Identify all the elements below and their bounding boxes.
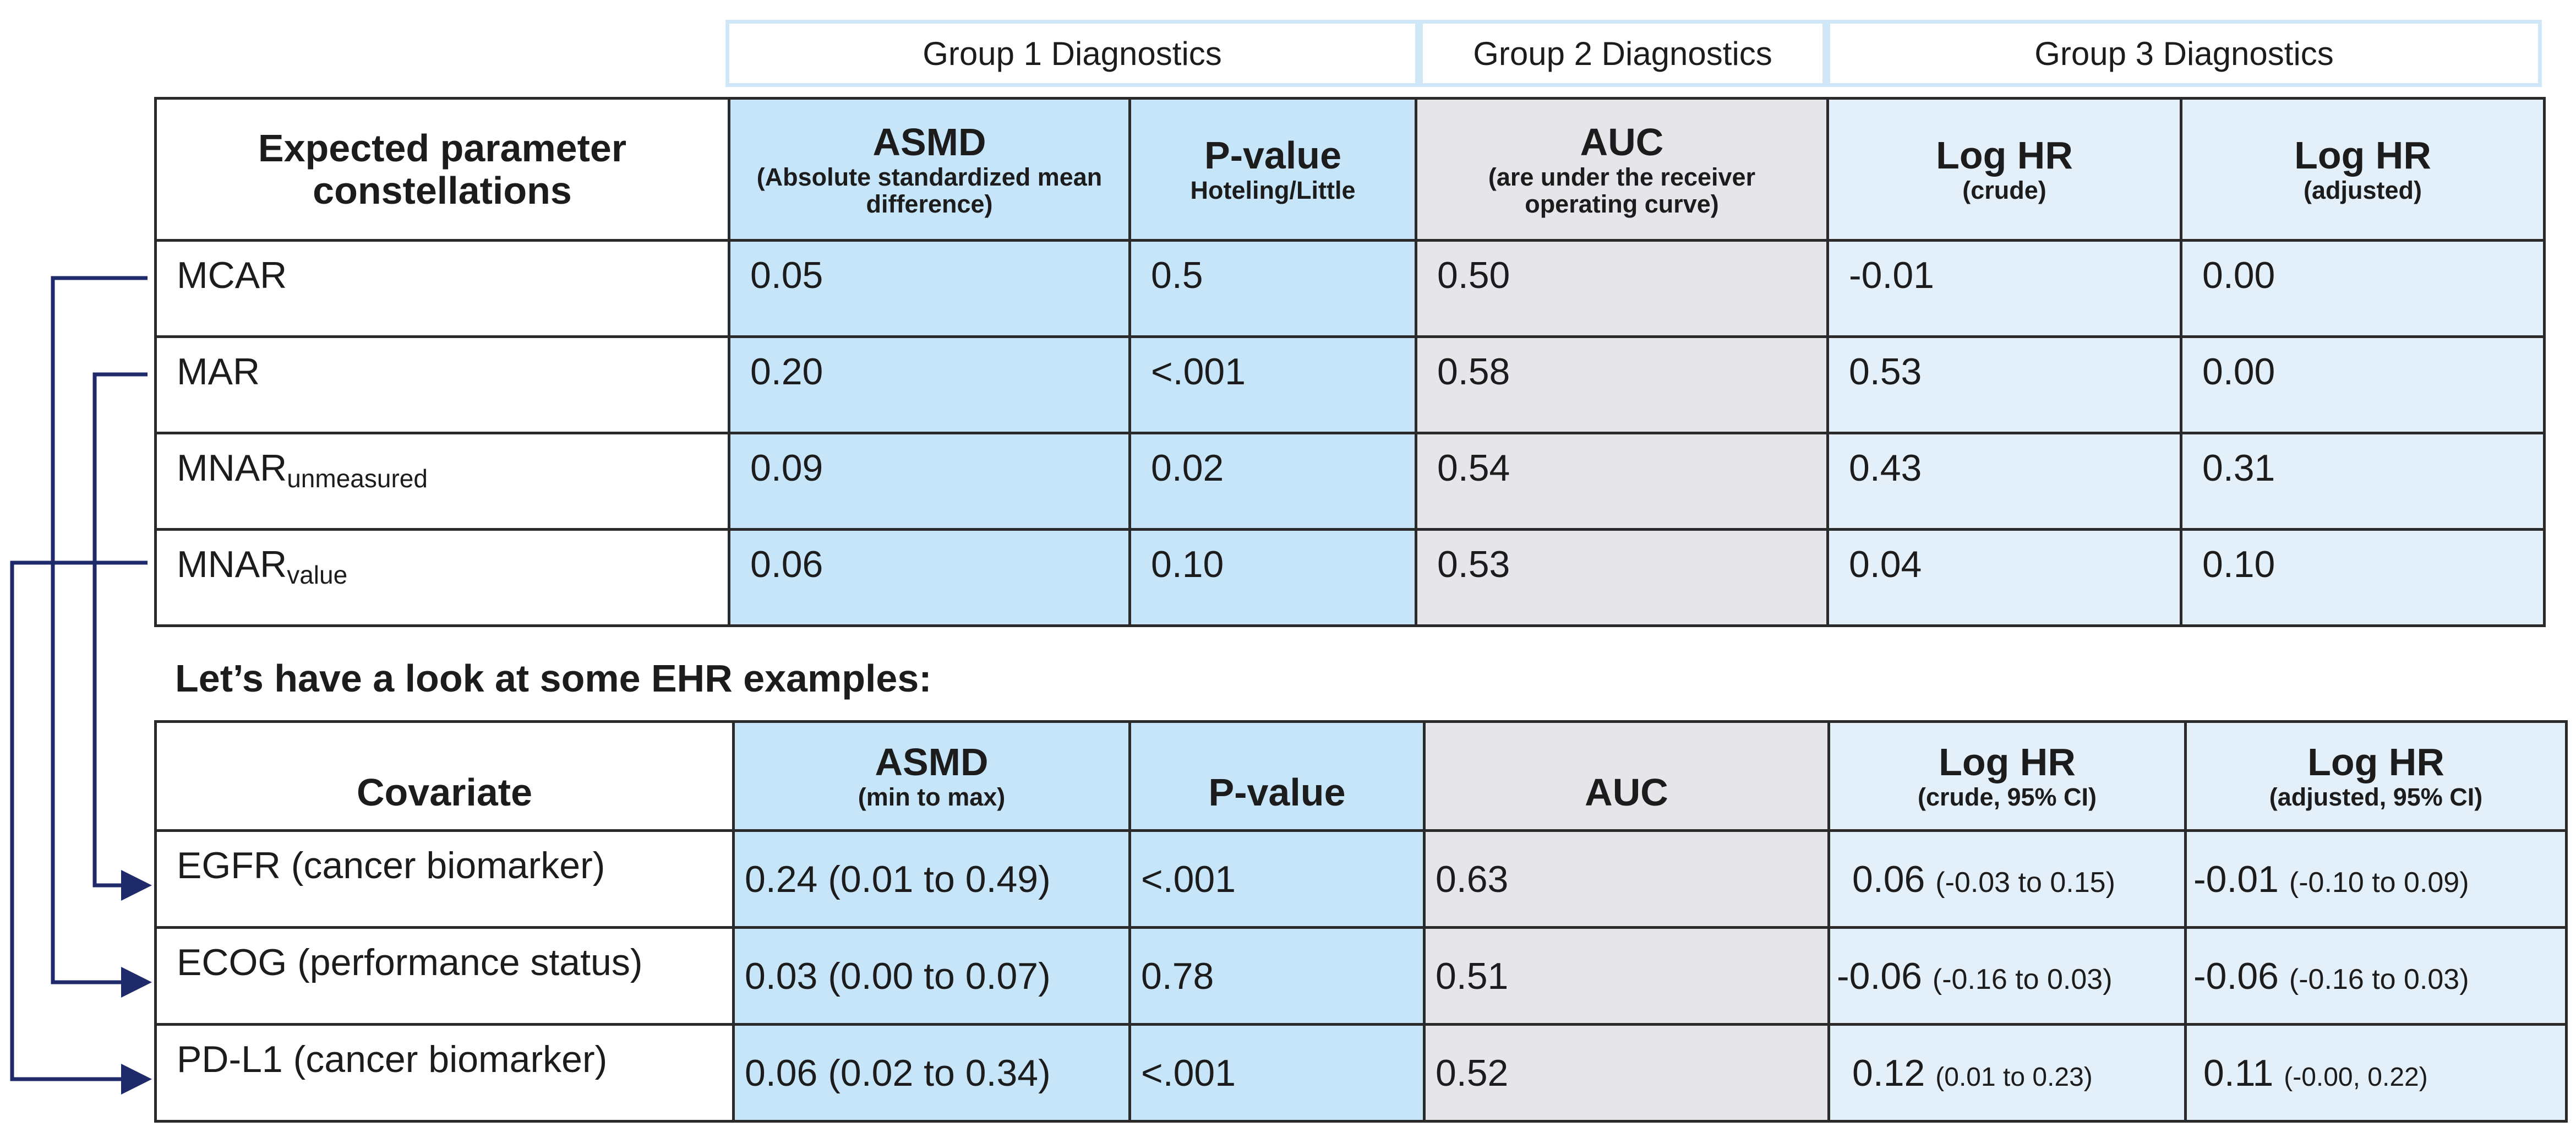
asmd-cell: 0.20 — [728, 335, 1131, 434]
loghr-crude-header: Log HR (crude, 95% CI) — [1827, 720, 2187, 832]
group1-label: Group 1 Diagnostics — [923, 35, 1222, 72]
auc-cell: 0.52 — [1423, 1023, 1830, 1123]
covariate-label: EGFR (cancer biomarker) — [154, 829, 735, 929]
pvalue-cell: 0.5 — [1128, 239, 1417, 338]
auc-cell: 0.50 — [1415, 239, 1829, 338]
loghr-crude-cell: -0.01 — [1826, 239, 2182, 338]
asmd-cell: 0.09 — [728, 432, 1131, 531]
loghr-crude-cell: 0.12 (0.01 to 0.23) — [1827, 1023, 2187, 1123]
table-row: ECOG (performance status) 0.03 (0.00 to … — [154, 926, 2568, 1026]
connector-mcar-to-ecog — [51, 276, 152, 998]
pvalue-cell: 0.10 — [1128, 528, 1417, 627]
row-label-mar: MAR — [154, 335, 730, 434]
table1-header-row: Expected parameter constellations ASMD (… — [154, 97, 2546, 242]
group1-header: Group 1 Diagnostics — [725, 20, 1419, 87]
loghr-crude-cell: 0.06 (-0.03 to 0.15) — [1827, 829, 2187, 929]
loghr-adjusted-cell: 0.11 (-0.00, 0.22) — [2184, 1023, 2568, 1123]
auc-cell: 0.51 — [1423, 926, 1830, 1026]
pvalue-cell: <.001 — [1128, 829, 1426, 929]
pvalue-cell: 0.78 — [1128, 926, 1426, 1026]
table2-header-row: Covariate ASMD (min to max) P-value AUC … — [154, 720, 2568, 832]
loghr-adjusted-cell: -0.01 (-0.10 to 0.09) — [2184, 829, 2568, 929]
covariate-label: PD-L1 (cancer biomarker) — [154, 1023, 735, 1123]
table-row: PD-L1 (cancer biomarker) 0.06 (0.02 to 0… — [154, 1023, 2568, 1123]
loghr-crude-cell: 0.43 — [1826, 432, 2182, 531]
loghr-adjusted-cell: -0.06 (-0.16 to 0.03) — [2184, 926, 2568, 1026]
pvalue-cell: <.001 — [1128, 335, 1417, 434]
table-row: EGFR (cancer biomarker) 0.24 (0.01 to 0.… — [154, 829, 2568, 929]
loghr-crude-cell: 0.04 — [1826, 528, 2182, 627]
section-title: Let’s have a look at some EHR examples: — [175, 657, 932, 700]
param-header: Expected parameter constellations — [154, 97, 730, 242]
group3-label: Group 3 Diagnostics — [2034, 35, 2334, 72]
loghr-adjusted-header: Log HR (adjusted, 95% CI) — [2184, 720, 2568, 832]
row-label-mnar-unmeasured: MNARunmeasured — [154, 432, 730, 531]
covariate-header: Covariate — [154, 720, 735, 832]
loghr-adjusted-cell: 0.10 — [2180, 528, 2546, 627]
loghr-adjusted-cell: 0.31 — [2180, 432, 2546, 531]
asmd-header: ASMD (Absolute standardized mean differe… — [728, 97, 1131, 242]
loghr-crude-header: Log HR (crude) — [1826, 97, 2182, 242]
auc-cell: 0.54 — [1415, 432, 1829, 531]
group3-header: Group 3 Diagnostics — [1826, 20, 2542, 87]
asmd-cell: 0.05 — [728, 239, 1131, 338]
pvalue-header: P-value — [1128, 720, 1426, 832]
auc-header: AUC — [1423, 720, 1830, 832]
group2-header: Group 2 Diagnostics — [1419, 20, 1826, 87]
ehr-examples-table: Covariate ASMD (min to max) P-value AUC … — [154, 720, 2568, 1123]
pvalue-cell: <.001 — [1128, 1023, 1426, 1123]
auc-cell: 0.53 — [1415, 528, 1829, 627]
auc-header: AUC (are under the receiver operating cu… — [1415, 97, 1829, 242]
group2-label: Group 2 Diagnostics — [1473, 35, 1772, 72]
parameter-table: Expected parameter constellations ASMD (… — [154, 97, 2546, 627]
loghr-adjusted-cell: 0.00 — [2180, 335, 2546, 434]
connector-mar-to-egfr — [92, 372, 152, 901]
asmd-cell: 0.06 (0.02 to 0.34) — [732, 1023, 1131, 1123]
asmd-header: ASMD (min to max) — [732, 720, 1131, 832]
pvalue-cell: 0.02 — [1128, 432, 1417, 531]
table-row: MCAR 0.05 0.5 0.50 -0.01 0.00 — [154, 239, 2546, 338]
table-row: MNARunmeasured 0.09 0.02 0.54 0.43 0.31 — [154, 432, 2546, 531]
row-label-mcar: MCAR — [154, 239, 730, 338]
table-row: MNARvalue 0.06 0.10 0.53 0.04 0.10 — [154, 528, 2546, 627]
pvalue-header: P-value Hoteling/Little — [1128, 97, 1417, 242]
asmd-cell: 0.24 (0.01 to 0.49) — [732, 829, 1131, 929]
asmd-cell: 0.03 (0.00 to 0.07) — [732, 926, 1131, 1026]
auc-cell: 0.58 — [1415, 335, 1829, 434]
table-row: MAR 0.20 <.001 0.58 0.53 0.00 — [154, 335, 2546, 434]
loghr-crude-cell: 0.53 — [1826, 335, 2182, 434]
row-label-mnar-value: MNARvalue — [154, 528, 730, 627]
covariate-label: ECOG (performance status) — [154, 926, 735, 1026]
loghr-adjusted-header: Log HR (adjusted) — [2180, 97, 2546, 242]
loghr-adjusted-cell: 0.00 — [2180, 239, 2546, 338]
connector-mnarvalue-to-pdl1 — [10, 560, 152, 1095]
loghr-crude-cell: -0.06 (-0.16 to 0.03) — [1827, 926, 2187, 1026]
auc-cell: 0.63 — [1423, 829, 1830, 929]
asmd-cell: 0.06 — [728, 528, 1131, 627]
